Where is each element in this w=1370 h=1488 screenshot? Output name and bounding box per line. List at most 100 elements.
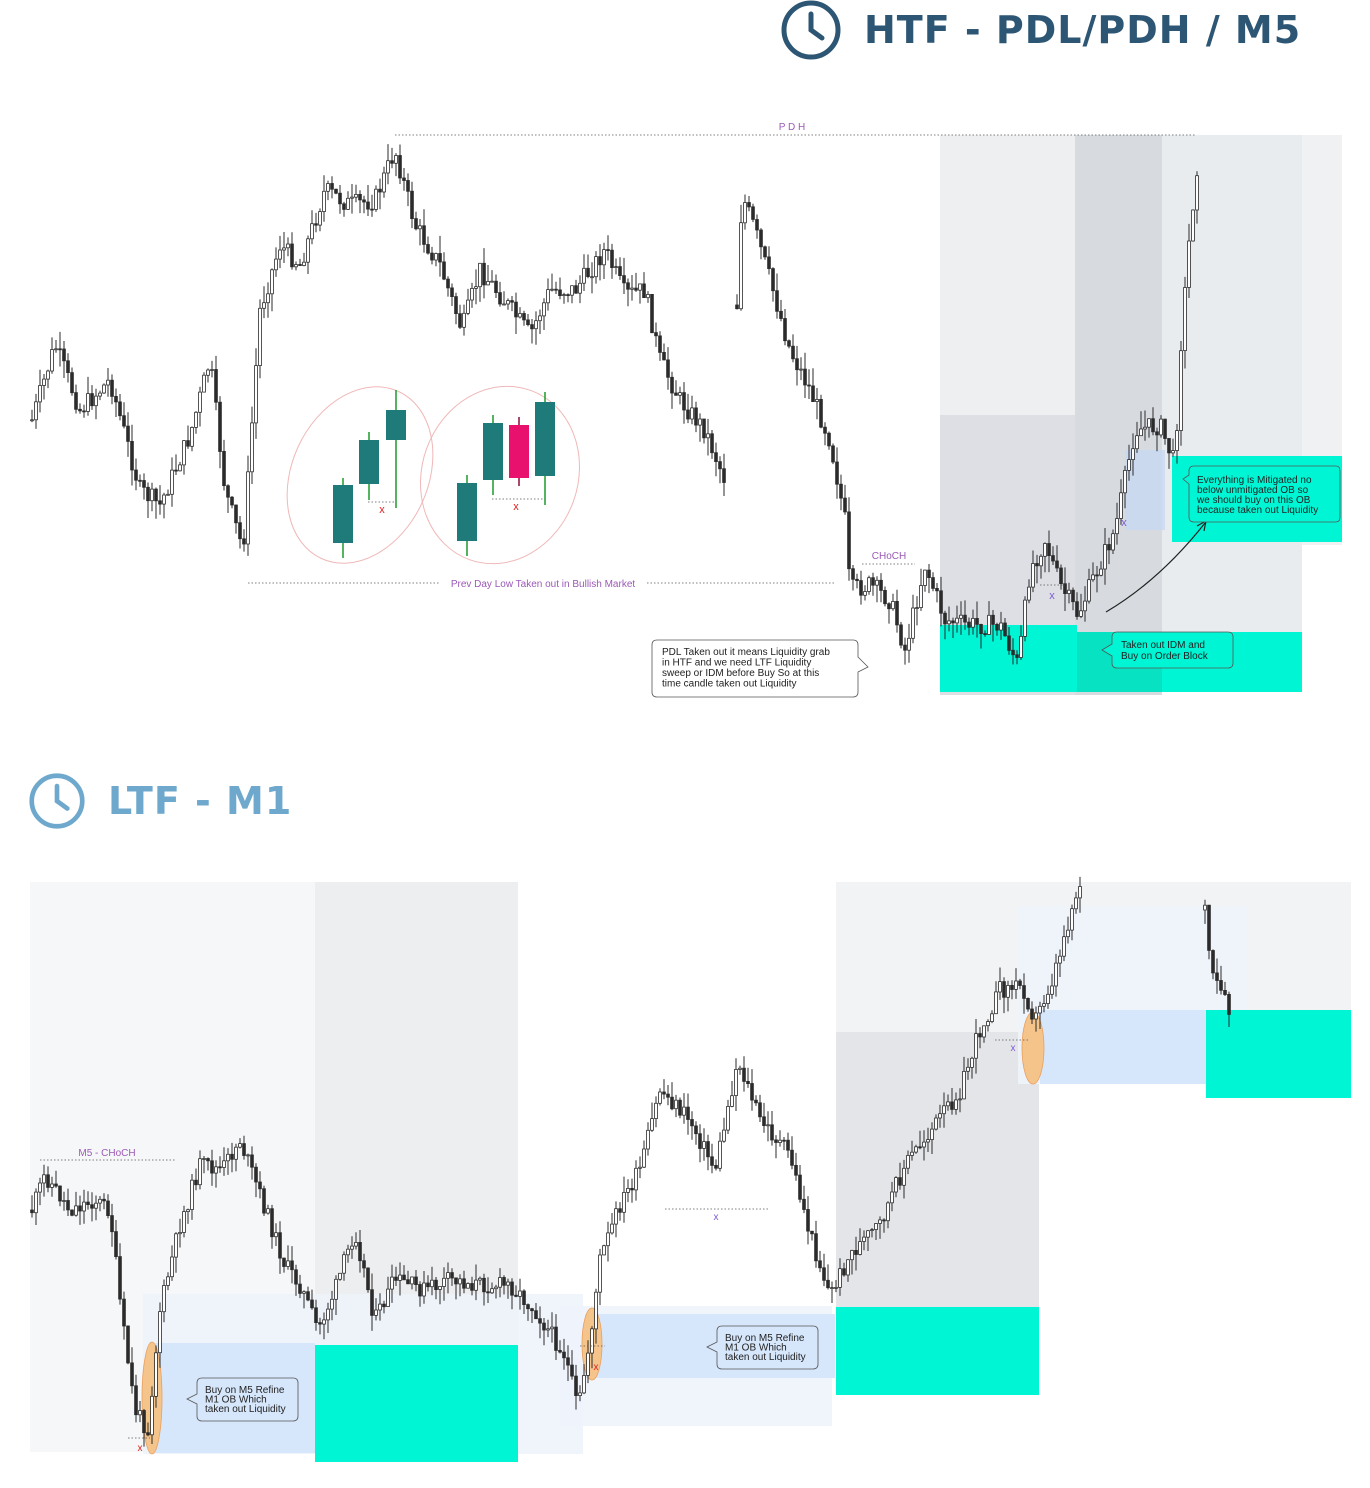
candle (390, 160, 394, 164)
candle (1087, 579, 1091, 602)
candle (702, 1141, 706, 1149)
candle (634, 1167, 638, 1191)
candle (839, 483, 843, 499)
candle (915, 607, 919, 609)
candle (102, 384, 106, 394)
candle (614, 266, 618, 269)
candle (935, 587, 939, 592)
candle (598, 1254, 602, 1293)
candle (742, 1067, 746, 1082)
pattern-candle (386, 410, 406, 440)
svg-text:Taken out IDM and Buy on: Taken out IDM and Buy on Order Block (1121, 640, 1209, 662)
candle (919, 585, 923, 609)
candle (126, 1325, 130, 1364)
candle (843, 497, 847, 513)
candle (230, 496, 234, 506)
candle (754, 1099, 758, 1104)
pattern-candle (509, 425, 529, 478)
candle (878, 1219, 882, 1224)
candle (390, 1276, 394, 1290)
callout-line: M1 OB Which (205, 1395, 267, 1406)
candle (30, 1209, 34, 1214)
zone-shade (1125, 450, 1165, 530)
candle (586, 1352, 590, 1376)
candle (666, 1093, 670, 1098)
candle (803, 368, 807, 386)
candle (522, 1290, 526, 1306)
x-mark: x (138, 1443, 143, 1454)
candle (690, 1119, 694, 1127)
candle (778, 1139, 782, 1144)
candle (922, 1141, 926, 1148)
candle (799, 368, 803, 371)
candle (466, 299, 470, 314)
candle (946, 1101, 950, 1107)
candle (854, 1249, 858, 1255)
candle (706, 433, 710, 439)
candle (446, 1272, 450, 1279)
candle (126, 425, 130, 442)
order-block-zone (315, 1345, 518, 1462)
candle (954, 1099, 958, 1110)
candle (466, 1283, 470, 1289)
candle (871, 577, 875, 586)
candle (150, 488, 154, 502)
candle (735, 304, 739, 310)
candle (1059, 567, 1063, 585)
candle (82, 1201, 86, 1212)
zone-shade (1040, 1010, 1206, 1084)
candle (222, 1160, 226, 1168)
candle (706, 1141, 710, 1158)
candle (318, 1322, 322, 1325)
candle (498, 1277, 502, 1288)
candle (942, 1105, 946, 1115)
candle (554, 288, 558, 291)
candle (846, 1259, 850, 1276)
candle (346, 1248, 350, 1256)
candle (802, 1198, 806, 1210)
candle (1163, 418, 1167, 439)
candle (926, 1139, 930, 1143)
candle (923, 569, 927, 586)
candle (823, 426, 827, 434)
candle (86, 1201, 90, 1206)
candle (90, 393, 94, 407)
candle (734, 1068, 738, 1096)
candle (330, 183, 334, 190)
candle (626, 1187, 630, 1193)
candle (1054, 962, 1058, 987)
candle (58, 1185, 62, 1202)
candle (450, 1272, 454, 1279)
candle (38, 1182, 42, 1193)
candle (402, 177, 406, 181)
candle (378, 1303, 382, 1311)
candle (578, 282, 582, 294)
candle (1063, 583, 1067, 595)
candle (1003, 622, 1007, 637)
candle (514, 301, 518, 318)
candle (282, 247, 286, 251)
candle (570, 285, 574, 296)
candle (426, 1282, 430, 1288)
candle (194, 1179, 198, 1186)
candle (406, 1279, 410, 1285)
candle (554, 1326, 558, 1351)
candle (158, 500, 162, 505)
candle (558, 1349, 562, 1353)
candle (270, 269, 274, 295)
candle (1123, 469, 1127, 494)
candle (434, 253, 438, 261)
candle (710, 1156, 714, 1166)
candle (218, 401, 222, 452)
x-mark: x (513, 501, 519, 513)
candle (114, 1231, 118, 1258)
pdl-label: Prev Day Low Taken out in Bullish Market (451, 579, 636, 590)
candle (382, 172, 386, 193)
candle (879, 579, 883, 591)
candle (370, 208, 374, 211)
candle (430, 252, 434, 261)
candle (370, 1289, 374, 1316)
candle (1051, 555, 1055, 562)
candle (266, 1208, 270, 1214)
candle (518, 313, 522, 318)
